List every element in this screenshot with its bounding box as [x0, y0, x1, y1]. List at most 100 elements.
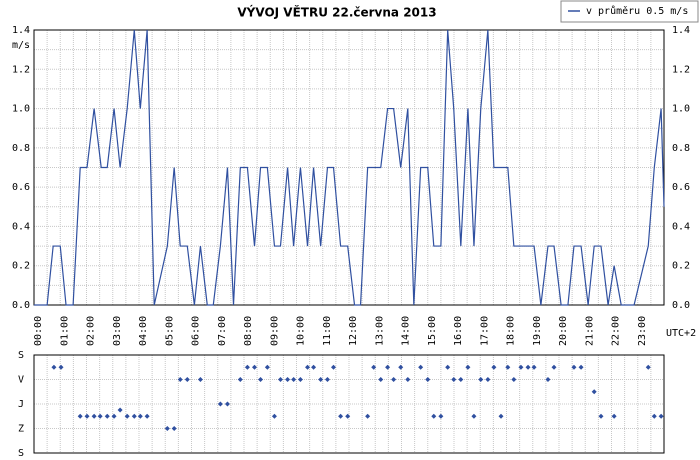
scatter-point [97, 413, 103, 419]
scatter-point [244, 364, 250, 370]
scatter-point [378, 377, 384, 382]
scatter-point [371, 364, 377, 370]
scatter-point [297, 377, 303, 382]
scatter-point [485, 377, 491, 382]
x-tick-label: 21:00 [584, 316, 595, 346]
scatter-point [345, 413, 351, 419]
legend-box [560, 0, 699, 23]
scatter-point [611, 413, 617, 419]
scatter-point [224, 401, 230, 407]
x-tick-label: 00:00 [33, 316, 44, 346]
plot-frame [33, 354, 665, 454]
scatter-point [385, 364, 391, 370]
scatter-point [137, 413, 143, 419]
x-tick-label: 20:00 [558, 316, 569, 346]
scatter-point [405, 377, 411, 382]
x-tick-label: 16:00 [453, 316, 464, 346]
y-tick-label-right: 0.8 [672, 143, 690, 154]
scatter-point [58, 364, 64, 370]
scatter-point [465, 364, 471, 370]
x-tick-label: 15:00 [427, 316, 438, 346]
scatter-point [184, 377, 190, 382]
x-tick-label: 13:00 [374, 316, 385, 346]
x-tick-label: 09:00 [269, 316, 280, 346]
x-tick-label: 12:00 [348, 316, 359, 346]
y-tick-label-right: 1.4 [672, 25, 690, 36]
scatter-point [51, 364, 57, 370]
scatter-point [111, 413, 117, 419]
y-tick-label: 0.0 [12, 300, 30, 311]
y-tick-label: 0.4 [12, 221, 30, 232]
scatter-point [91, 413, 97, 419]
y-tick-label: 1.2 [12, 64, 30, 75]
scatter-point [237, 377, 243, 382]
scatter-point [305, 364, 311, 370]
legend: v průměru 0.5 m/s [560, 0, 699, 23]
plot-frame [33, 29, 665, 306]
y-tick-label-right: 1.2 [672, 64, 690, 75]
scatter-point [252, 364, 257, 370]
scatter-point [258, 377, 264, 382]
scatter-point [324, 377, 330, 382]
scatter-point [518, 364, 524, 370]
y-tick-label: 0.6 [12, 182, 30, 193]
y-tick-label: 0.2 [12, 261, 30, 272]
scatter-point [451, 377, 457, 382]
scatter-point [285, 377, 291, 382]
x-tick-label: 17:00 [479, 316, 490, 346]
legend-label: v průměru 0.5 m/s [586, 5, 688, 17]
scatter-point [571, 364, 577, 370]
x-tick-label: 14:00 [401, 316, 412, 346]
scatter-point [338, 413, 344, 419]
scatter-point [418, 364, 424, 370]
x-tick-label: 05:00 [164, 316, 175, 346]
x-tick-label: 08:00 [243, 316, 254, 346]
scatter-point [591, 389, 597, 395]
scatter-point [545, 377, 551, 382]
scatter-point [478, 377, 484, 382]
scatter-point [511, 377, 517, 382]
scatter-point [318, 377, 324, 382]
y-tick-label: V [18, 375, 24, 386]
y-tick-label-right: 0.0 [672, 300, 690, 311]
y-tick-label: Z [18, 424, 24, 435]
y-tick-label: S [18, 448, 24, 459]
x-tick-label: 19:00 [532, 316, 543, 346]
y-tick-label-right: 0.4 [672, 221, 690, 232]
scatter-point [645, 364, 651, 370]
scatter-point [311, 364, 317, 370]
scatter-point [84, 413, 90, 419]
scatter-point [144, 413, 150, 419]
scatter-point [525, 364, 531, 370]
scatter-point [458, 377, 464, 382]
scatter-point [425, 377, 431, 382]
scatter-point [365, 413, 371, 419]
scatter-point [445, 364, 451, 370]
scatter-point [77, 413, 83, 419]
y-tick-label-right: 1.0 [672, 104, 690, 115]
scatter-point [217, 401, 223, 407]
chart-title: VÝVOJ VĚTRU 22.června 2013 [237, 5, 436, 20]
scatter-point [331, 364, 337, 370]
scatter-point [578, 364, 584, 370]
y-tick-label: S [18, 350, 24, 361]
scatter-point [491, 364, 497, 370]
scatter-point [391, 377, 397, 382]
scatter-point [505, 364, 511, 370]
y-tick-label-right: 0.6 [672, 182, 690, 193]
x-tick-label: 07:00 [217, 316, 228, 346]
x-tick-label: 18:00 [506, 316, 517, 346]
x-tick-label: 01:00 [59, 316, 70, 346]
x-axis-label: UTC+2 [666, 328, 696, 339]
scatter-point [131, 413, 137, 419]
scatter-point [171, 426, 177, 431]
scatter-point [531, 364, 537, 370]
scatter-point [471, 413, 477, 419]
scatter-point [651, 413, 657, 419]
scatter-point [431, 413, 437, 419]
y-axis-label: m/s [12, 40, 30, 51]
scatter-point [271, 413, 277, 419]
x-tick-label: 22:00 [611, 316, 622, 346]
